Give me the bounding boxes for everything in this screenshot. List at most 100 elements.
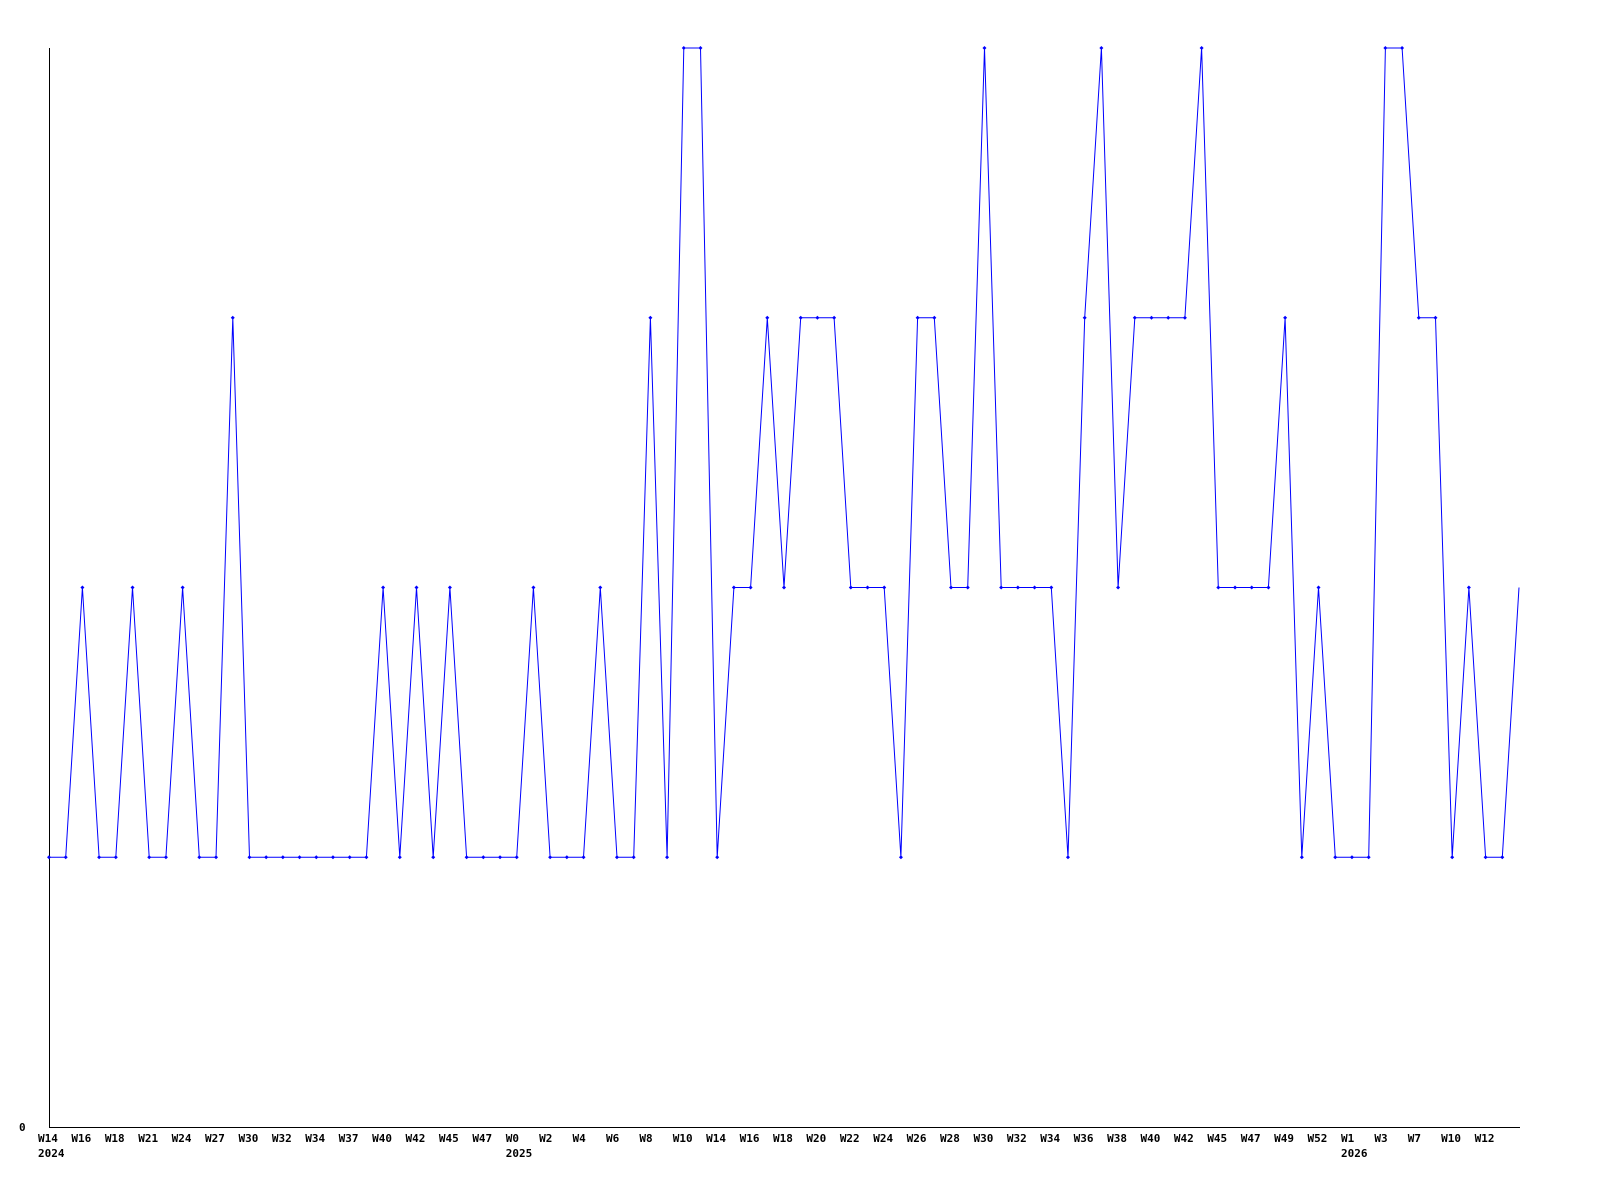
data-point (898, 855, 903, 860)
data-point (965, 585, 970, 590)
data-point (882, 585, 887, 590)
data-point (1433, 315, 1438, 320)
x-tick-label: W21 (138, 1132, 158, 1145)
data-point (447, 585, 452, 590)
data-point (1266, 585, 1271, 590)
x-tick-label: W32 (1007, 1132, 1027, 1145)
data-point (1483, 855, 1488, 860)
x-tick-labels: W14 W16 W18 W21 W24 W27 W30 W32 W34 W37 W40 W42 W45 W… (38, 1132, 1494, 1145)
x-tick-label: W14 (38, 1132, 58, 1145)
data-point (514, 855, 519, 860)
data-point (297, 855, 302, 860)
x-tick-label: W52 (1308, 1132, 1328, 1145)
data-point (782, 585, 786, 590)
data-point (1366, 855, 1371, 860)
data-point (999, 585, 1004, 590)
data-point (1349, 855, 1354, 860)
x-tick-label: W8 (639, 1132, 652, 1145)
x-tick-label: W24 (172, 1132, 192, 1145)
x-tick-label: W10 (1441, 1132, 1461, 1145)
data-point (414, 585, 419, 590)
data-point (748, 585, 753, 590)
data-point (1132, 315, 1137, 320)
x-tick-label: W28 (940, 1132, 960, 1145)
data-point (1333, 855, 1338, 860)
data-point (214, 855, 219, 860)
data-point (1299, 855, 1304, 860)
data-point (280, 855, 285, 860)
data-point (1500, 855, 1505, 860)
data-point (1249, 585, 1254, 590)
data-point (1199, 46, 1204, 50)
year-labels: 2024 2025 2026 (38, 1147, 1368, 1160)
data-point (848, 585, 853, 590)
x-tick-label: W16 (71, 1132, 91, 1145)
data-point (548, 855, 553, 860)
data-point (715, 855, 720, 860)
data-point (564, 855, 569, 860)
x-tick-label: W40 (372, 1132, 392, 1145)
data-point (397, 855, 402, 860)
data-point (1450, 855, 1455, 860)
x-tick-label: W18 (773, 1132, 793, 1145)
data-point (1099, 46, 1104, 50)
data-point (865, 585, 870, 590)
data-point (1316, 585, 1321, 590)
data-point (314, 855, 319, 860)
year-label: 2025 (506, 1147, 533, 1160)
data-point (832, 315, 837, 320)
x-tick-label: W37 (339, 1132, 359, 1145)
series-line (49, 47, 1520, 858)
data-point (180, 585, 185, 590)
data-point (1416, 315, 1421, 320)
data-point (531, 585, 536, 590)
data-point (1216, 585, 1221, 590)
data-point (932, 315, 937, 320)
data-point (1149, 315, 1154, 320)
data-point (147, 855, 152, 860)
series-markers (47, 46, 1505, 860)
x-tick-label: W12 (1475, 1132, 1495, 1145)
data-point (665, 855, 670, 860)
x-tick-label: W34 (1040, 1132, 1060, 1145)
x-tick-label: W2 (539, 1132, 552, 1145)
x-tick-label: W34 (305, 1132, 325, 1145)
data-point (264, 855, 269, 860)
x-tick-label: W30 (973, 1132, 993, 1145)
y-tick-label: 0 (19, 1121, 26, 1134)
data-point (631, 855, 636, 860)
x-tick-label: W38 (1107, 1132, 1127, 1145)
x-tick-label: W7 (1408, 1132, 1421, 1145)
x-tick-label: W42 (406, 1132, 426, 1145)
data-point (464, 855, 469, 860)
x-tick-label: W18 (105, 1132, 125, 1145)
data-point (765, 315, 770, 320)
data-point (197, 855, 202, 860)
data-point (1283, 315, 1288, 320)
data-point (598, 585, 603, 590)
x-tick-label: W30 (238, 1132, 258, 1145)
x-tick-label: W20 (806, 1132, 826, 1145)
data-point (1182, 315, 1187, 320)
x-tick-label: W10 (673, 1132, 693, 1145)
x-tick-label: W16 (740, 1132, 760, 1145)
x-tick-label: W1 (1341, 1132, 1355, 1145)
x-tick-label: W49 (1274, 1132, 1294, 1145)
data-point (113, 855, 118, 860)
data-point (498, 855, 503, 860)
x-tick-label: W42 (1174, 1132, 1194, 1145)
x-tick-label: W24 (873, 1132, 893, 1145)
data-point (915, 315, 920, 320)
x-tick-label: W22 (840, 1132, 860, 1145)
data-point (97, 855, 102, 860)
data-point (949, 585, 954, 590)
x-tick-label: W3 (1374, 1132, 1387, 1145)
data-point (247, 855, 252, 860)
data-point (1166, 315, 1171, 320)
data-point (982, 46, 987, 50)
x-tick-label: W45 (439, 1132, 459, 1145)
axes: 0 (19, 48, 1520, 1134)
data-point (63, 855, 68, 860)
data-point (1233, 585, 1238, 590)
x-tick-label: W0 (506, 1132, 519, 1145)
